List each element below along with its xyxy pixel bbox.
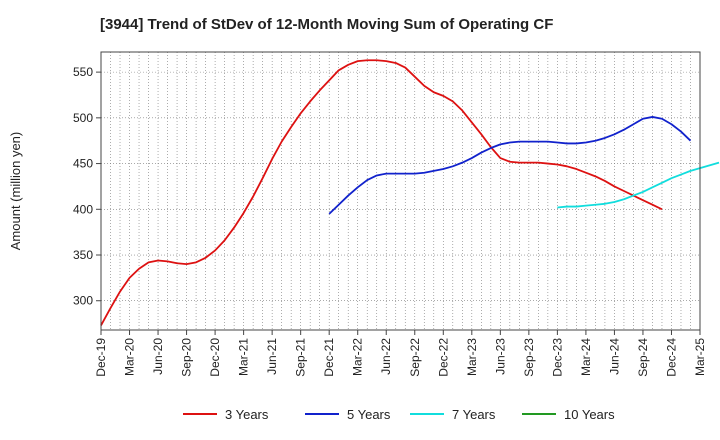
x-tick-label: Mar-23 xyxy=(465,338,479,376)
series-lines xyxy=(100,59,720,326)
x-tick-label: Dec-21 xyxy=(322,338,336,377)
x-tick-label: Jun-23 xyxy=(493,338,507,375)
x-tick-label: Dec-19 xyxy=(94,338,108,377)
legend-label: 5 Years xyxy=(347,407,391,422)
x-tick-label: Mar-20 xyxy=(123,338,137,376)
x-tick-label: Jun-21 xyxy=(265,338,279,375)
x-tick-label: Dec-23 xyxy=(550,338,564,377)
x-tick-label: Sep-24 xyxy=(636,338,650,377)
plot-frame xyxy=(100,51,701,331)
y-tick-label: 400 xyxy=(73,202,93,216)
x-tick-label: Sep-22 xyxy=(408,338,422,377)
y-tick-label: 450 xyxy=(73,157,93,171)
chart-title: [3944] Trend of StDev of 12-Month Moving… xyxy=(100,16,553,33)
legend-label: 10 Years xyxy=(564,407,615,422)
x-tick-label: Sep-21 xyxy=(294,338,308,377)
grid xyxy=(101,52,700,330)
x-tick-label: Dec-24 xyxy=(664,338,678,377)
x-tick-label: Sep-20 xyxy=(180,338,194,377)
x-axis: Dec-19 Mar-20 Jun-20 Sep-20 Dec-20 Mar-21 Jun-… xyxy=(94,330,707,377)
x-tick-label: Mar-21 xyxy=(237,338,251,376)
y-axis: 300 350 400 450 500 550 xyxy=(73,65,101,308)
y-tick-label: 550 xyxy=(73,65,93,79)
legend-label: 3 Years xyxy=(225,407,269,422)
y-tick-label: 350 xyxy=(73,248,93,262)
y-axis-label: Amount (million yen) xyxy=(8,132,23,251)
y-tick-label: 300 xyxy=(73,294,93,308)
legend: 3 Years 5 Years 7 Years 10 Years xyxy=(183,407,615,422)
x-tick-label: Jun-24 xyxy=(607,338,621,375)
legend-label: 7 Years xyxy=(452,407,496,422)
x-tick-label: Mar-24 xyxy=(579,338,593,376)
x-tick-label: Mar-25 xyxy=(693,338,707,376)
series-line-7-years xyxy=(557,161,720,209)
plot-area xyxy=(101,52,700,330)
x-tick-label: Sep-23 xyxy=(522,338,536,377)
series-line-3-years xyxy=(100,59,663,326)
x-tick-label: Mar-22 xyxy=(351,338,365,376)
series-line-5-years xyxy=(328,116,692,215)
x-tick-label: Dec-22 xyxy=(436,338,450,377)
x-tick-label: Dec-20 xyxy=(208,338,222,377)
y-tick-label: 500 xyxy=(73,111,93,125)
x-tick-label: Jun-20 xyxy=(151,338,165,375)
x-tick-label: Jun-22 xyxy=(379,338,393,375)
